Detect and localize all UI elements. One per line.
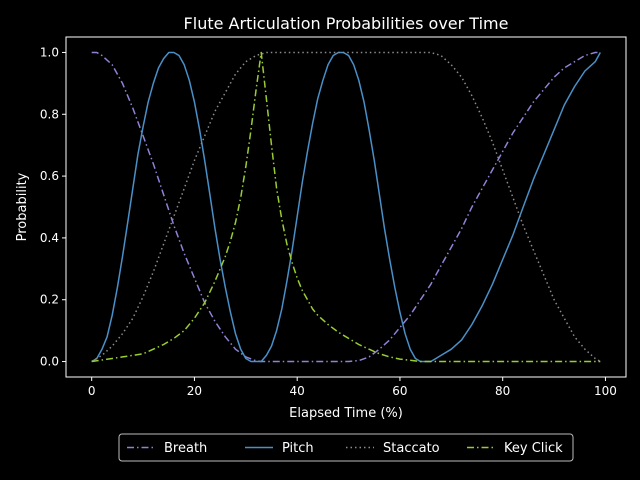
x-axis-label: Elapsed Time (%)	[289, 406, 403, 421]
chart-title: Flute Articulation Probabilities over Ti…	[184, 14, 509, 33]
x-axis-ticks: 0 20 40 60 80 100	[88, 377, 617, 398]
series-line-2	[91, 51, 601, 363]
y-tick-label: 0.2	[40, 293, 59, 307]
series-line-0	[91, 51, 601, 363]
y-axis-ticks: 0.0 0.2 0.4 0.6 0.8 1.0	[40, 45, 66, 369]
x-tick-label: 0	[88, 384, 96, 398]
x-tick-label: 60	[392, 384, 407, 398]
legend-label-2: Staccato	[383, 441, 440, 456]
legend-label-3: Key Click	[504, 441, 563, 456]
x-tick-label: 40	[290, 384, 305, 398]
series-line-1	[91, 51, 601, 363]
x-tick-label: 80	[495, 384, 510, 398]
y-tick-label: 0.6	[40, 169, 59, 183]
y-axis-label: Probability	[15, 172, 30, 241]
x-tick-label: 20	[187, 384, 202, 398]
legend: Breath Pitch Staccato Key Click	[118, 433, 574, 462]
plot-series	[91, 51, 601, 363]
y-tick-label: 0.8	[40, 107, 59, 121]
y-tick-label: 0.0	[40, 355, 59, 369]
y-tick-label: 0.4	[40, 231, 59, 245]
plot-frame	[65, 36, 627, 378]
legend-label-0: Breath	[164, 441, 207, 456]
y-tick-label: 1.0	[40, 45, 59, 59]
x-tick-label: 100	[594, 384, 617, 398]
legend-label-1: Pitch	[282, 441, 314, 456]
series-line-3	[91, 51, 601, 363]
